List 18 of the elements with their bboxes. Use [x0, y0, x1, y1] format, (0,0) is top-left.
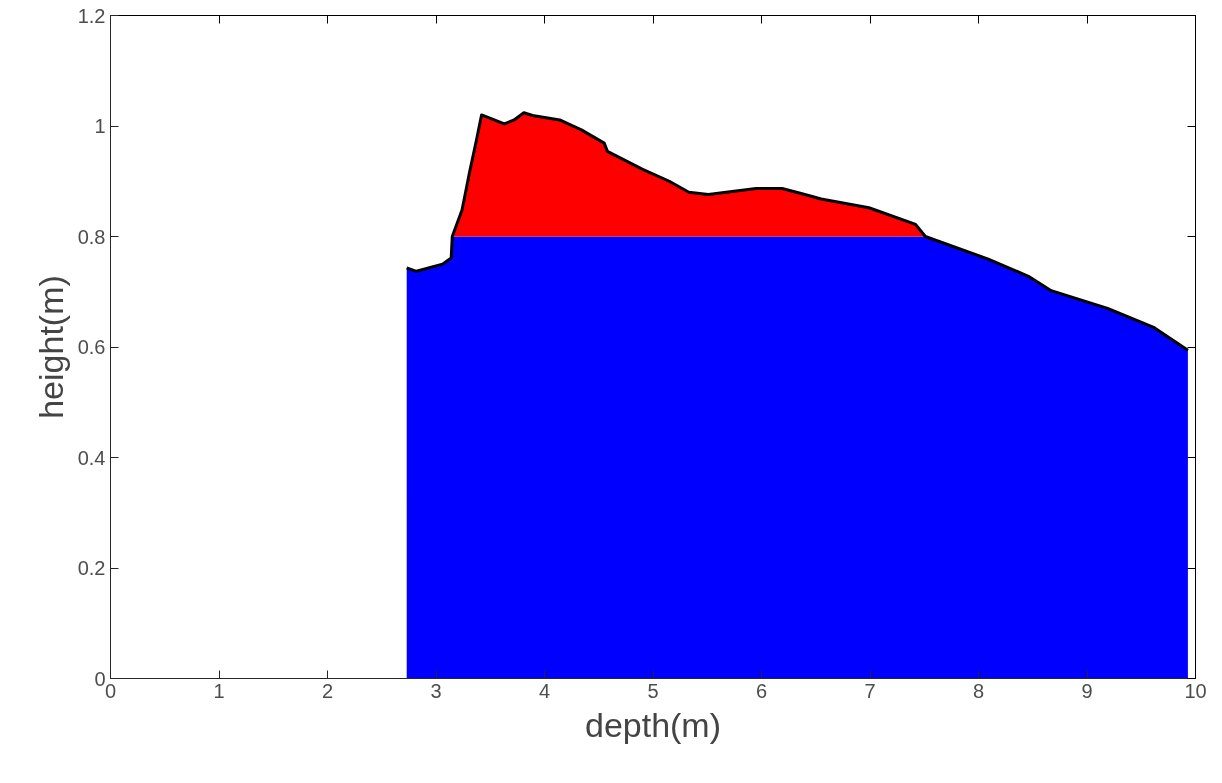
x-tick-label: 4 [538, 679, 551, 702]
x-tick-label: 10 [1184, 679, 1207, 702]
x-tick-label: 7 [864, 679, 876, 702]
y-axis-title: height(m) [31, 275, 70, 419]
x-tick-label: 2 [321, 679, 334, 702]
x-tick-label: 1 [213, 679, 225, 702]
y-tick-label: 1 [94, 115, 106, 137]
x-tick-label: 9 [1081, 679, 1093, 702]
y-tick-label: 0.8 [77, 225, 106, 248]
y-tick-label: 0.2 [77, 557, 106, 579]
x-tick-label: 3 [430, 679, 442, 702]
x-tick-label: 8 [972, 679, 985, 702]
x-tick-label: 5 [647, 679, 659, 702]
y-tick-label: 0.4 [77, 446, 106, 469]
x-tick-label: 6 [755, 679, 768, 702]
y-tick-label: 1.2 [77, 4, 106, 27]
x-axis-title: depth(m) [584, 705, 722, 744]
y-tick-label: 0.6 [77, 336, 106, 358]
